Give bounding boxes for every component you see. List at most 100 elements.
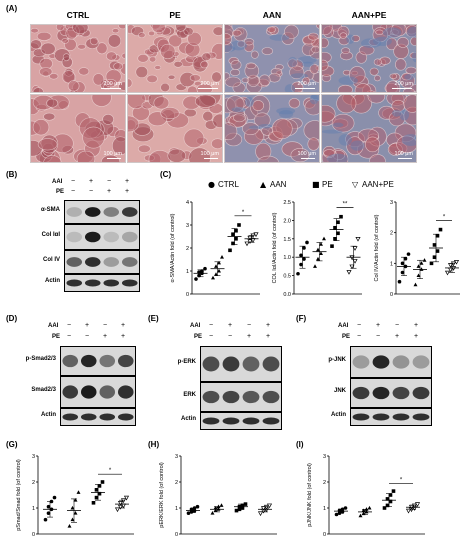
- fibrosis-stain: [309, 95, 319, 105]
- series-aan: [382, 489, 396, 510]
- tissue-cell: [374, 75, 381, 82]
- tissue-cell: [201, 52, 212, 61]
- tissue-cell: [104, 79, 117, 88]
- tissue-cell: [96, 42, 108, 55]
- blot-band: [84, 231, 101, 243]
- data-point: [123, 495, 130, 501]
- blot-band: [66, 231, 83, 243]
- y-tick-label: 1: [323, 506, 326, 512]
- pe-sign: +: [246, 333, 252, 340]
- tissue-cell: [351, 35, 361, 42]
- series-ctrl: [295, 240, 310, 276]
- pe-sign: −: [70, 188, 76, 195]
- data-point: [343, 506, 348, 510]
- aai-sign: −: [356, 322, 362, 329]
- blot-label: Actin: [41, 412, 56, 418]
- data-point: [429, 261, 434, 266]
- blot-band: [121, 207, 138, 217]
- pe-row-label-e: PE: [194, 334, 203, 340]
- tissue-cell: [397, 37, 409, 48]
- tissue-cell: [183, 128, 205, 149]
- data-point: [405, 508, 412, 514]
- blot-band: [103, 207, 120, 217]
- tissue-texture: [31, 25, 125, 92]
- chart-alpha-sma: 0 1 2 3 4 α-SMA/Actin fold (of control) *: [170, 200, 260, 298]
- y-tick-label: 0: [186, 292, 189, 298]
- blot-band: [62, 354, 79, 368]
- blot-bands: [66, 207, 138, 217]
- pe-sign: −: [227, 333, 233, 340]
- histology-group-aan: AAN: [262, 10, 282, 20]
- tissue-cell: [391, 25, 407, 37]
- blot-band: [412, 386, 430, 400]
- fibrosis-stain: [297, 56, 317, 64]
- data-point: [253, 232, 259, 238]
- data-point: [336, 231, 340, 236]
- fibrosis-stain: [338, 134, 352, 146]
- data-point: [385, 503, 390, 508]
- blot-strip: [60, 376, 136, 408]
- data-point: [243, 502, 248, 506]
- panel-letter-b: (B): [6, 170, 18, 179]
- series-aan: [227, 223, 242, 253]
- data-point: [299, 262, 303, 267]
- fibrosis-stain: [322, 129, 343, 134]
- tissue-cell: [92, 73, 105, 86]
- tissue-cell: [245, 62, 257, 70]
- blot-band: [242, 390, 260, 404]
- series-ctrl: [334, 506, 348, 517]
- fibrosis-stain: [332, 122, 344, 128]
- tissue-cell: [336, 95, 357, 114]
- tissue-cell: [211, 138, 222, 150]
- scale-bar-label: 200 μm: [394, 81, 413, 87]
- series-ctrl: [43, 495, 57, 522]
- scale-bar-line: [198, 88, 218, 89]
- pe-sign: −: [88, 188, 94, 195]
- tissue-cell: [225, 76, 242, 88]
- fibrosis-stain: [399, 109, 410, 121]
- blot-band: [117, 385, 134, 399]
- tissue-cell: [254, 112, 271, 128]
- tissue-cell: [121, 52, 125, 59]
- blot-band: [222, 356, 240, 372]
- pe-row-label-f: PE: [342, 334, 351, 340]
- tissue-cell: [153, 96, 170, 110]
- aai-sign: +: [227, 322, 233, 329]
- data-point: [388, 499, 393, 504]
- blot-label: p-Smad2/3: [25, 356, 56, 362]
- data-point: [219, 503, 224, 507]
- data-point: [336, 220, 340, 225]
- blot-band: [117, 354, 134, 368]
- data-point: [214, 272, 218, 276]
- fibrosis-stain: [290, 73, 308, 79]
- blot-strip: [64, 250, 140, 274]
- blot-label: Smad2/3: [31, 387, 56, 393]
- tissue-cell: [40, 42, 56, 55]
- tissue-cell: [82, 126, 105, 149]
- series-ctrl: [193, 266, 208, 281]
- blot-band: [99, 385, 116, 399]
- tissue-cell: [257, 155, 280, 162]
- pe-sign: −: [356, 333, 362, 340]
- fibrosis-stain: [404, 74, 415, 80]
- blot-band: [392, 355, 410, 369]
- data-point: [216, 504, 221, 509]
- histology-tile: 100 μm: [224, 94, 320, 163]
- tissue-cell: [233, 113, 246, 123]
- data-point: [334, 512, 339, 517]
- blot-band: [121, 257, 138, 267]
- tissue-cell: [225, 122, 238, 141]
- scale-bar-label: 200 μm: [297, 81, 316, 87]
- histology-tile: 200 μm: [321, 24, 417, 93]
- data-point: [316, 256, 320, 261]
- y-tick-label: 1: [32, 506, 35, 512]
- blot-band: [352, 386, 370, 400]
- y-axis-label: α-SMA/Actin fold (of control): [170, 213, 176, 282]
- panel-letter-d: (D): [6, 314, 18, 323]
- series-pe: [210, 255, 225, 280]
- blot-band: [121, 279, 138, 287]
- tissue-cell: [154, 65, 162, 70]
- tissue-cell: [102, 113, 114, 125]
- tissue-cell: [322, 59, 329, 71]
- blot-bands: [66, 279, 138, 287]
